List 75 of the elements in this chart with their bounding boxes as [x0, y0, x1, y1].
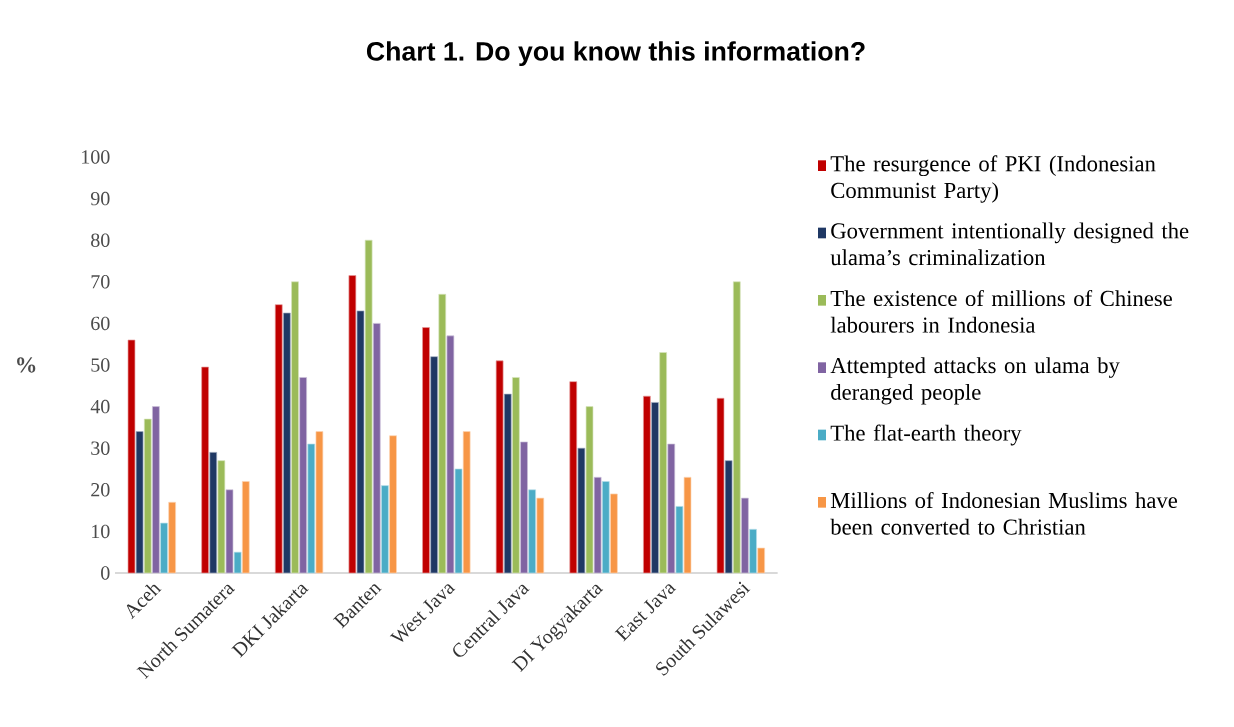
legend-label: Attempted attacks on ulama by deranged people [830, 357, 1120, 405]
bar [446, 335, 455, 574]
bar [593, 476, 602, 574]
bar [372, 323, 381, 574]
bar [577, 447, 586, 574]
bar [462, 431, 471, 574]
bar [127, 339, 136, 574]
y-tick-label: 60 [91, 316, 110, 331]
legend-label: The flat-earth theory [830, 424, 1022, 446]
bar [659, 352, 667, 574]
bar [348, 275, 357, 574]
y-tick-label: 10 [92, 524, 110, 539]
y-tick-label: 0 [101, 566, 110, 580]
bar [430, 356, 438, 574]
bar [667, 443, 676, 574]
bar [503, 393, 512, 574]
bar [454, 468, 463, 574]
y-tick-label: 30 [91, 441, 110, 455]
bar [225, 489, 234, 574]
bar [283, 312, 291, 574]
bar [209, 452, 218, 574]
y-tick-label: 100 [82, 150, 110, 164]
x-tick-label: West Java [389, 584, 456, 642]
bar [143, 418, 152, 574]
bar [732, 281, 741, 574]
y-tick-label: 50 [91, 358, 110, 372]
bar [643, 395, 651, 574]
bar [528, 489, 536, 574]
bar [749, 528, 757, 574]
bar [520, 441, 528, 574]
bar [569, 381, 578, 574]
bar [299, 377, 307, 574]
chart-title: Chart 1. Do you know this information? [366, 41, 865, 67]
bar [381, 485, 389, 574]
y-tick-label: 40 [90, 399, 110, 414]
bar [495, 360, 504, 574]
bar [291, 281, 299, 574]
bar [536, 497, 545, 574]
legend-label: The existence of millions of Chinese labourers in Indonesia [830, 289, 1172, 333]
bar [601, 481, 610, 574]
bar [160, 522, 168, 574]
y-axis-title: % [17, 357, 36, 373]
bar [356, 310, 365, 574]
bar [135, 431, 144, 574]
bar [201, 366, 209, 574]
y-tick-label: 70 [91, 275, 110, 289]
bar [724, 460, 733, 574]
bar [307, 443, 316, 574]
bar [438, 293, 447, 574]
x-tick-label: East Java [614, 584, 677, 642]
bar [152, 406, 160, 574]
bar [217, 460, 226, 574]
legend-label: Millions of Indonesian Muslims have been converted to Christian [830, 491, 1178, 535]
bar [233, 551, 242, 574]
bar [389, 435, 397, 574]
bar [651, 402, 659, 574]
y-tick-label: 80 [91, 233, 110, 247]
bar [683, 476, 692, 574]
bar [585, 406, 594, 574]
bar [610, 493, 618, 574]
legend-label: The resurgence of PKI (Indonesian Communist Party) [830, 155, 1156, 203]
bar [168, 501, 176, 574]
bar [757, 547, 765, 574]
bar [364, 239, 373, 574]
bar [741, 497, 749, 574]
bar [274, 304, 283, 574]
bar [716, 397, 725, 574]
y-tick-label: 90 [90, 191, 110, 206]
bar [675, 506, 684, 574]
bar [422, 327, 430, 574]
bar [512, 377, 520, 574]
bar [241, 481, 250, 574]
bar [315, 431, 324, 574]
legend-label: Government intentionally designed the ulama’s criminalization [830, 222, 1189, 266]
y-tick-label: 20 [91, 483, 110, 497]
